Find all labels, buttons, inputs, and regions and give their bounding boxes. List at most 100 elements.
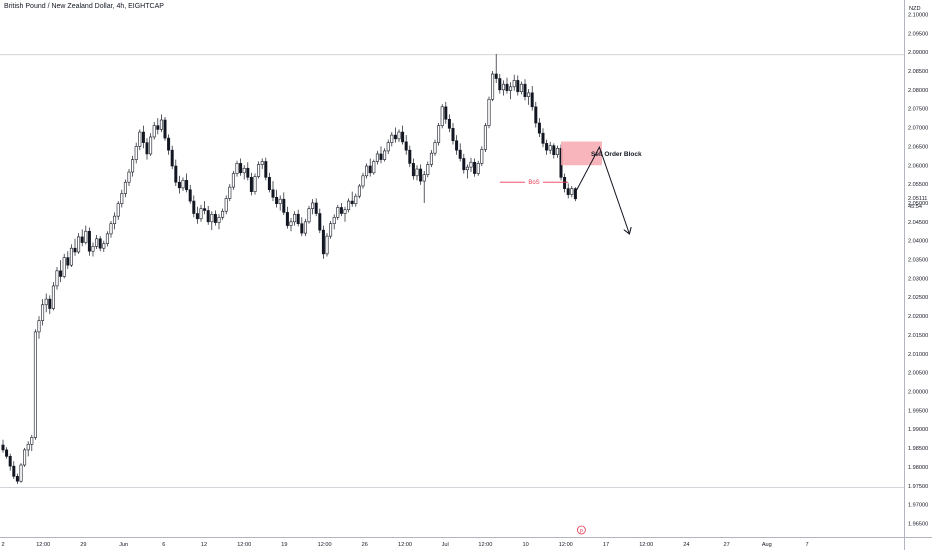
candle-body [260,161,264,165]
x-tick-label: 19 [281,542,287,548]
candle [437,123,441,146]
candle-body [347,200,351,211]
candle [426,161,430,178]
candle-body [433,142,437,154]
candle-body [444,106,448,120]
candle-body [213,213,217,223]
candle-body [271,189,275,198]
candle-body [300,223,304,234]
x-tick-label: Aug [762,542,772,548]
x-tick-label: 12:00 [36,542,50,548]
candle [397,129,401,142]
candle-body [62,257,66,277]
candle [379,146,383,164]
candle-body [350,200,354,205]
x-tick-label: 24 [683,542,689,548]
candle [483,123,487,153]
candle-body [354,195,358,205]
candle [545,139,549,155]
candle-body [267,177,271,191]
candle [1,439,5,453]
candle [548,141,552,154]
candle [149,133,153,156]
candle [534,101,538,128]
candle [311,199,315,215]
candle [404,135,408,155]
candle-body [321,229,325,255]
candle-series [1,54,577,484]
candle [350,191,354,207]
y-tick-label: 1.97500 [908,484,928,490]
candle-body [473,161,477,174]
candle [480,146,484,167]
candle-body [80,236,84,243]
sell-order-block-label: Sell Order Block [591,151,642,158]
candle-body [174,165,178,183]
candle-body [84,230,88,243]
candle-body [401,131,405,143]
candle-body [548,145,552,151]
candle-body [357,185,361,197]
candle [372,159,376,175]
candle-body [318,213,322,231]
candle [181,177,185,191]
candle-body [51,285,55,309]
candle [530,86,534,111]
candle [246,162,250,181]
candle-body [95,238,99,247]
y-tick-label: 2.04000 [908,239,928,245]
candle [257,161,261,179]
candle [5,447,9,459]
candle [8,453,12,471]
candle [228,184,232,202]
x-tick-label: 12:00 [559,542,573,548]
candle-body [23,449,27,466]
candle [44,293,48,313]
candle-body [462,158,466,171]
candle-body [33,331,37,438]
candle-body [530,92,534,108]
countdown-label: 45:54 [908,204,922,210]
y-tick-label: 2.07500 [908,107,928,113]
candle-body [41,304,45,321]
candle [293,211,297,226]
y-tick-label: 2.02500 [908,295,928,301]
candle [69,244,73,268]
x-tick-label: 29 [80,542,86,548]
candle-body [491,73,495,100]
candle [563,173,567,193]
candle-body [437,125,441,143]
candle [401,125,405,145]
candle-body [224,198,228,212]
candle [393,127,397,143]
candle-body [408,149,412,164]
y-tick-label: 2.00500 [908,371,928,377]
candle [192,195,196,218]
candle-body [480,149,484,164]
candle-body [296,213,300,224]
candle [462,153,466,174]
candle [491,70,495,102]
candle-body [555,147,559,155]
candle [343,206,347,222]
candle [26,441,30,457]
candle-body [141,131,145,143]
candle [73,238,77,256]
chart-title: British Pound / New Zealand Dollar, 4h, … [4,3,164,10]
candle-body [242,167,246,174]
candle [354,193,358,207]
candle-body [246,167,250,178]
candle-body [177,181,181,189]
candle-body [195,213,199,220]
candle [30,434,34,452]
candle [134,142,138,164]
x-tick-label: 27 [723,542,729,548]
candle [66,251,70,269]
candle-body [66,257,70,266]
candle-body [264,161,268,178]
candle-body [519,83,523,93]
candle [51,282,55,311]
candle [203,201,207,215]
candle-body [512,80,516,88]
